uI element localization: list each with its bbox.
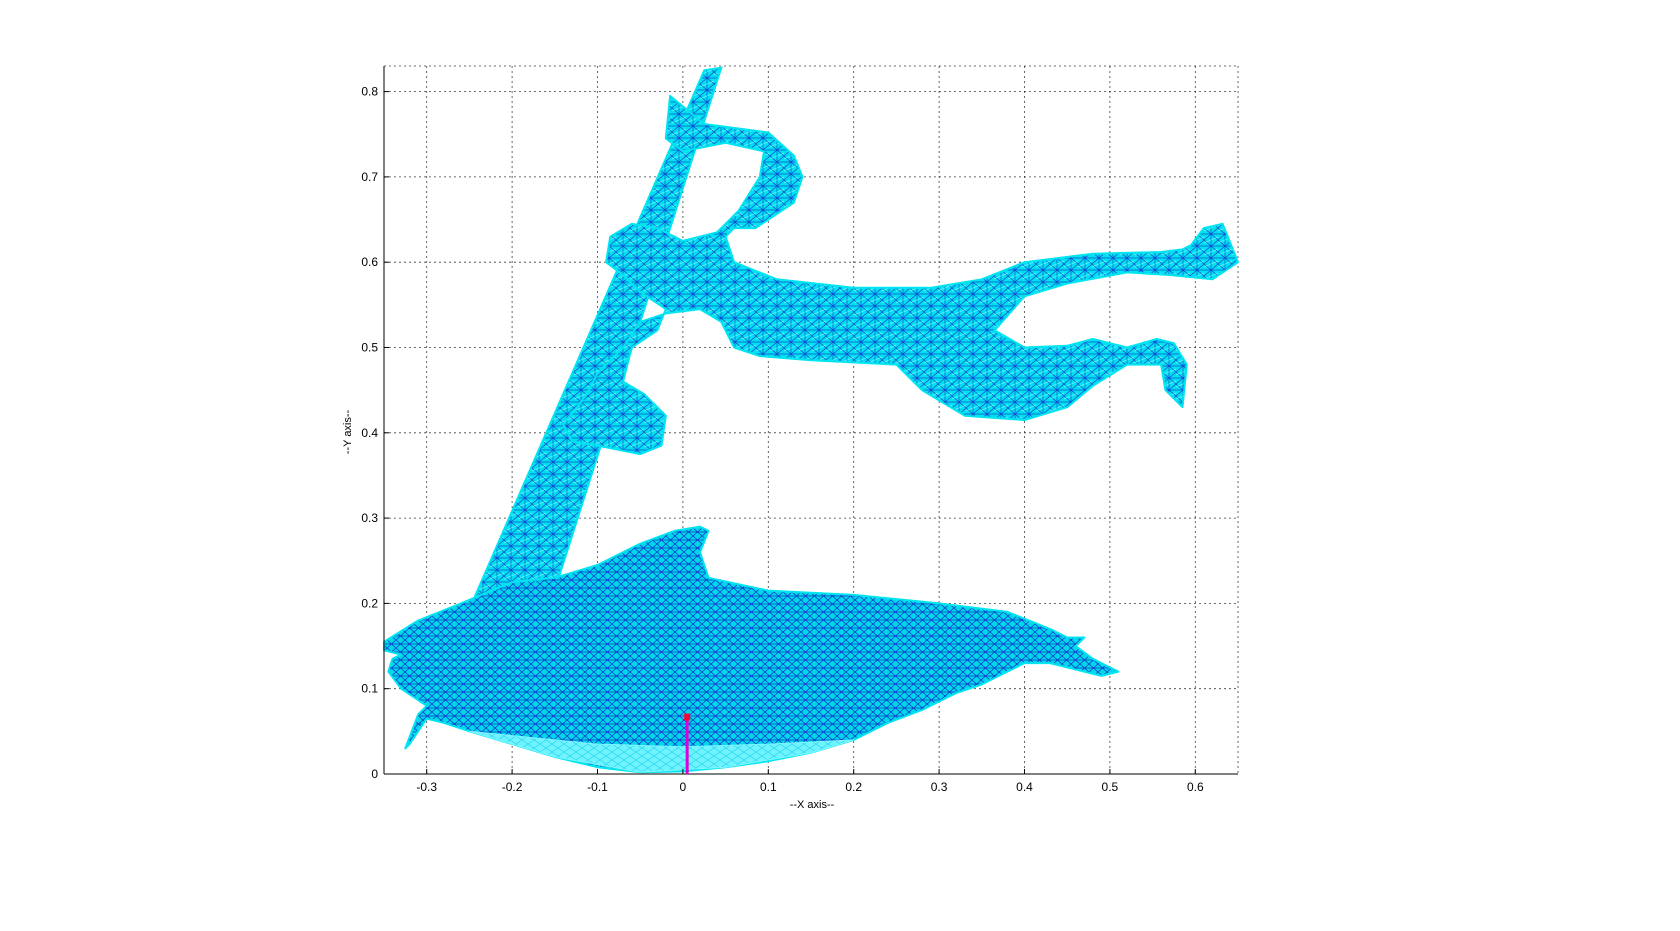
x-tick-label: 0.5 [1102,780,1119,794]
data-point-marker [684,713,691,721]
y-tick-label: 0.2 [361,596,378,610]
x-tick-label: 0.2 [845,780,862,794]
y-tick-label: 0.1 [361,682,378,696]
x-tick-label: 0.1 [760,780,777,794]
x-tick-label: 0 [680,780,687,794]
x-tick-label: 0.4 [1016,780,1033,794]
axes [383,66,1238,775]
person-mesh [562,94,1239,456]
y-tick-label: 0.3 [361,511,378,525]
x-tick-label: 0.6 [1187,780,1204,794]
y-tick-label: 0.5 [361,340,378,354]
y-tick-label: 0.8 [361,85,378,99]
dolphin-belly-mesh [469,730,854,773]
y-tick-label: 0.6 [361,255,378,269]
dolphin-mesh [383,525,1120,774]
y-tick-label: 0 [371,767,378,781]
y-axis-label: --Y axis-- [342,409,354,454]
x-tick-label: 0.3 [931,780,948,794]
y-tick-label: 0.4 [361,426,378,440]
x-axis-label: --X axis-- [790,799,835,811]
marker-layer [684,713,691,774]
x-tick-label: -0.3 [416,780,437,794]
mesh-figures [383,66,1239,774]
tick-labels: -0.3 -0.2 -0.1 0 0.1 0.2 0.3 0.4 0.5 0.6 0 0.1 0.2 0.… [361,85,1204,794]
x-tick-label: -0.2 [502,780,523,794]
x-tick-label: -0.1 [587,780,608,794]
y-tick-label: 0.7 [361,170,378,184]
